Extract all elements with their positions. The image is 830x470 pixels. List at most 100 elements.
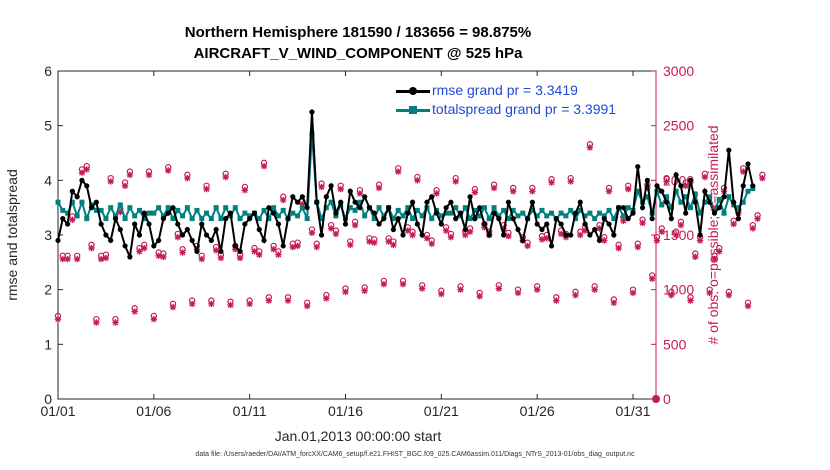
rmse-point [433,210,440,216]
rmse-point [304,205,310,211]
totalspread-point [304,216,310,222]
totalspread-point [558,210,564,216]
totalspread-point [438,213,444,219]
obs-assimilated-marker [577,231,584,239]
obs-assimilated-marker [188,300,196,308]
totalspread-point [702,199,708,205]
totalspread-point [711,207,717,213]
rmse-point [702,188,708,194]
rmse-point [366,205,373,211]
totalspread-point [232,205,238,211]
obs-assimilated-marker [572,291,579,299]
obs-assimilated-marker [447,233,455,241]
totalspread-point [74,213,80,219]
rmse-point [376,221,382,227]
totalspread-point [189,216,195,222]
obs-assimilated-marker [711,255,718,263]
obs-assimilated-marker [639,219,646,227]
obs-assimilated-marker [653,237,661,244]
obs-assimilated-marker [596,225,603,232]
obs-assimilated-marker [347,241,354,249]
rmse-point [294,199,301,205]
obs-assimilated-marker [615,244,622,252]
obs-assimilated-marker [457,286,464,293]
y-tick-label-left: 1 [44,336,52,352]
obs-assimilated-marker [462,231,469,239]
rmse-point [649,216,655,222]
rmse-point [108,237,114,244]
totalspread-point [620,213,626,219]
obs-assimilated-marker [107,178,114,185]
legend-item-spread: totalspread grand pr = 3.3991 [392,101,648,119]
obs-assimilated-marker [744,302,752,310]
totalspread-point [352,207,358,213]
rmse-point [510,216,516,222]
totalspread-point [98,207,104,213]
obs-assimilated-marker [581,227,589,234]
totalspread-point [735,205,741,211]
rmse-point [55,237,61,244]
obs-assimilated-marker [83,166,90,173]
rmse-point [448,199,454,205]
totalspread-point [275,213,281,219]
rmse-point [218,248,224,254]
obs-assimilated-marker [308,229,316,237]
obs-assimilated-marker [634,243,641,251]
rmse-point [127,254,133,260]
obs-assimilated-marker [543,235,550,242]
obs-assimilated-marker [294,242,301,250]
rmse-point [491,210,497,216]
obs-assimilated-marker [716,248,723,255]
obs-assimilated-marker [174,233,181,241]
obs-assimilated-marker [265,297,273,304]
rmse-point [352,199,358,205]
totalspread-point [726,194,732,200]
obs-assimilated-marker [701,173,709,181]
rmse-point [453,216,459,222]
rmse-point [639,205,646,211]
rmse-point [568,232,574,238]
totalspread-point [323,205,329,211]
totalspread-point [472,207,478,213]
obs-assimilated-marker [759,174,766,182]
rmse-point [64,221,71,227]
totalspread-point [170,216,176,222]
obs-assimilated-marker [533,286,541,293]
totalspread-point [309,131,315,137]
totalspread-point [443,210,449,216]
totalspread-point [381,213,387,219]
rmse-point [558,221,564,227]
chart-title-line1: Northern Hemisphere 181590 / 183656 = 98… [184,24,532,41]
obs-assimilated-marker [505,232,512,240]
obs-assimilated-marker [605,188,613,195]
rmse-point [424,199,430,205]
rmse-point [501,232,507,238]
obs-assimilated-marker [625,185,632,193]
obs-count-markers [54,141,766,403]
obs-assimilated-marker [150,315,158,323]
rmse-point [60,216,66,222]
totalspread-point [204,210,210,216]
obs-assimilated-marker [169,303,177,311]
totalspread-point [108,205,114,211]
totalspread-point [141,216,147,222]
obs-assimilated-marker [141,244,148,252]
totalspread-point [271,205,277,211]
totalspread-point [568,207,574,213]
obs-assimilated-marker [280,196,287,204]
legend-spread-marker [409,106,417,114]
rmse-point [189,237,195,244]
totalspread-point [160,213,166,219]
obs-assimilated-marker [423,235,431,242]
obs-assimilated-marker [217,254,225,262]
rmse-point [160,216,167,222]
obs-assimilated-marker [682,182,689,189]
legend-item-rmse: rmse grand pr = 3.3419 [392,82,648,100]
totalspread-point [242,210,248,216]
totalspread-point [295,213,301,219]
totalspread-point [683,194,689,200]
rmse-point [299,194,305,200]
rmse-point [505,199,512,205]
totalspread-point [486,216,492,222]
rmse-point [553,216,559,222]
